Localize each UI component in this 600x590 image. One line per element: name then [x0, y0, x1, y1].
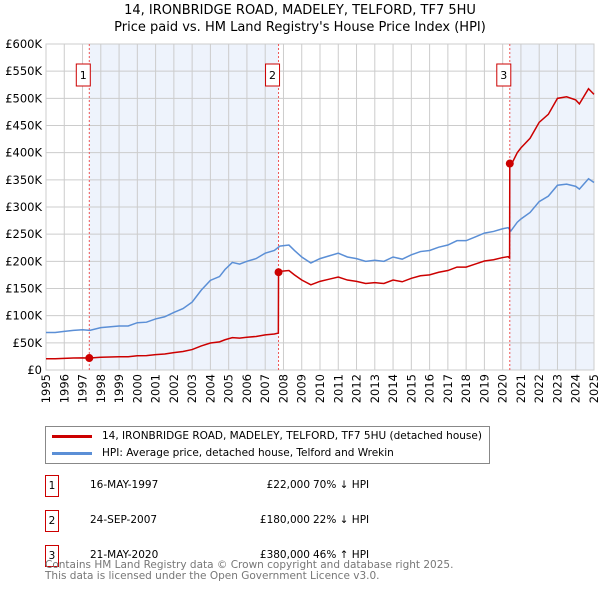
y-tick-label: £100K	[5, 309, 42, 323]
x-tick-label: 2007	[258, 374, 272, 403]
x-tick-label: 2024	[569, 374, 583, 403]
footer: Contains HM Land Registry data © Crown c…	[45, 560, 453, 582]
sale-hpi-diff: 22% ↓ HPI	[313, 514, 370, 526]
sale-badge: 1	[45, 475, 59, 497]
x-tick-label: 2014	[386, 374, 400, 403]
sale-row: 3 21-MAY-2020 £380,000 46% ↑ HPI	[45, 545, 600, 567]
y-tick-label: £300K	[5, 200, 42, 214]
x-tick-label: 2022	[532, 374, 546, 403]
legend-price-label: 14, IRONBRIDGE ROAD, MADELEY, TELFORD, T…	[102, 430, 482, 442]
sale-badge	[265, 63, 281, 87]
sale-hpi-diff: 70% ↓ HPI	[313, 479, 370, 491]
hpi-line	[46, 177, 595, 334]
x-tick-label: 2013	[368, 374, 382, 403]
x-tick-label: 2017	[441, 374, 455, 403]
x-tick-label: 1998	[94, 374, 108, 403]
sale-hpi-diff: 46% ↑ HPI	[313, 549, 370, 561]
sale-point	[274, 268, 283, 277]
chart-title: 14, IRONBRIDGE ROAD, MADELEY, TELFORD, T…	[124, 3, 476, 18]
x-tick-label: 2009	[295, 374, 309, 403]
x-tick-label: 2019	[477, 374, 491, 403]
x-tick-label: 2016	[423, 374, 437, 403]
y-tick-label: £400K	[5, 146, 42, 160]
sale-point	[85, 354, 94, 363]
sale-price: £380,000	[259, 549, 310, 561]
legend-hpi-label: HPI: Average price, detached house, Telf…	[102, 447, 394, 459]
y-tick-label: £200K	[5, 254, 42, 268]
y-tick-label: £50K	[13, 336, 43, 350]
x-tick-label: 2021	[514, 374, 528, 403]
legend: 14, IRONBRIDGE ROAD, MADELEY, TELFORD, T…	[45, 426, 490, 464]
y-tick-label: £0	[27, 363, 42, 377]
sale-row: 2 24-SEP-2007 £180,000 22% ↓ HPI	[45, 510, 600, 532]
footer-line1: Contains HM Land Registry data © Crown c…	[45, 559, 454, 571]
x-tick-label: 2003	[185, 374, 199, 403]
footer-line2: This data is licensed under the Open Gov…	[45, 570, 380, 582]
x-tick-label: 2010	[313, 374, 327, 403]
sale-date: 16-MAY-1997	[90, 479, 159, 491]
sale-badge	[75, 63, 91, 87]
legend-price-line	[52, 434, 92, 438]
x-tick-label: 2008	[276, 374, 290, 403]
chart-subtitle: Price paid vs. HM Land Registry's House …	[114, 20, 486, 35]
y-tick-label: £500K	[5, 91, 42, 105]
sale-point	[505, 159, 514, 168]
x-tick-label: 2006	[240, 374, 254, 403]
x-tick-label: 2023	[550, 374, 564, 403]
sale-price: £180,000	[259, 514, 310, 526]
sale-badge: 2	[45, 510, 59, 532]
y-tick-label: £150K	[5, 282, 42, 296]
y-tick-label: £350K	[5, 173, 42, 187]
x-tick-label: 2012	[350, 374, 364, 403]
x-tick-label: 2020	[496, 374, 510, 403]
y-tick-label: £450K	[5, 119, 42, 133]
x-tick-label: 2015	[404, 374, 418, 403]
x-tick-label: 1997	[76, 374, 90, 403]
sale-price: £22,000	[266, 479, 310, 491]
x-tick-label: 2001	[149, 374, 163, 403]
y-tick-label: £550K	[5, 64, 42, 78]
x-tick-label: 1996	[57, 374, 71, 403]
sale-date: 24-SEP-2007	[90, 514, 158, 526]
y-tick-label: £250K	[5, 227, 42, 241]
x-tick-label: 2025	[587, 374, 600, 403]
plot-border	[45, 43, 595, 371]
x-tick-label: 1995	[39, 374, 53, 403]
sale-badge	[496, 63, 512, 87]
sale-date: 21-MAY-2020	[90, 549, 159, 561]
sale-badge-label: 3	[500, 69, 507, 82]
x-tick-label: 2004	[203, 374, 217, 403]
legend-hpi-line	[52, 451, 92, 455]
sale-badge: 3	[45, 545, 59, 567]
x-tick-label: 2002	[167, 374, 181, 403]
sale-badge-label: 1	[80, 69, 87, 82]
x-tick-label: 2018	[459, 374, 473, 403]
sale-badge-label: 2	[269, 69, 276, 82]
sale-row: 1 16-MAY-1997 £22,000 70% ↓ HPI	[45, 475, 600, 497]
x-tick-label: 2005	[222, 374, 236, 403]
x-tick-label: 2000	[130, 374, 144, 403]
x-tick-label: 1999	[112, 374, 126, 403]
x-tick-label: 2011	[331, 374, 345, 403]
chart: £0 £50K £100K £150K £200K £250K £300K £350K £400…	[5, 37, 600, 403]
y-tick-label: £600K	[5, 37, 42, 51]
